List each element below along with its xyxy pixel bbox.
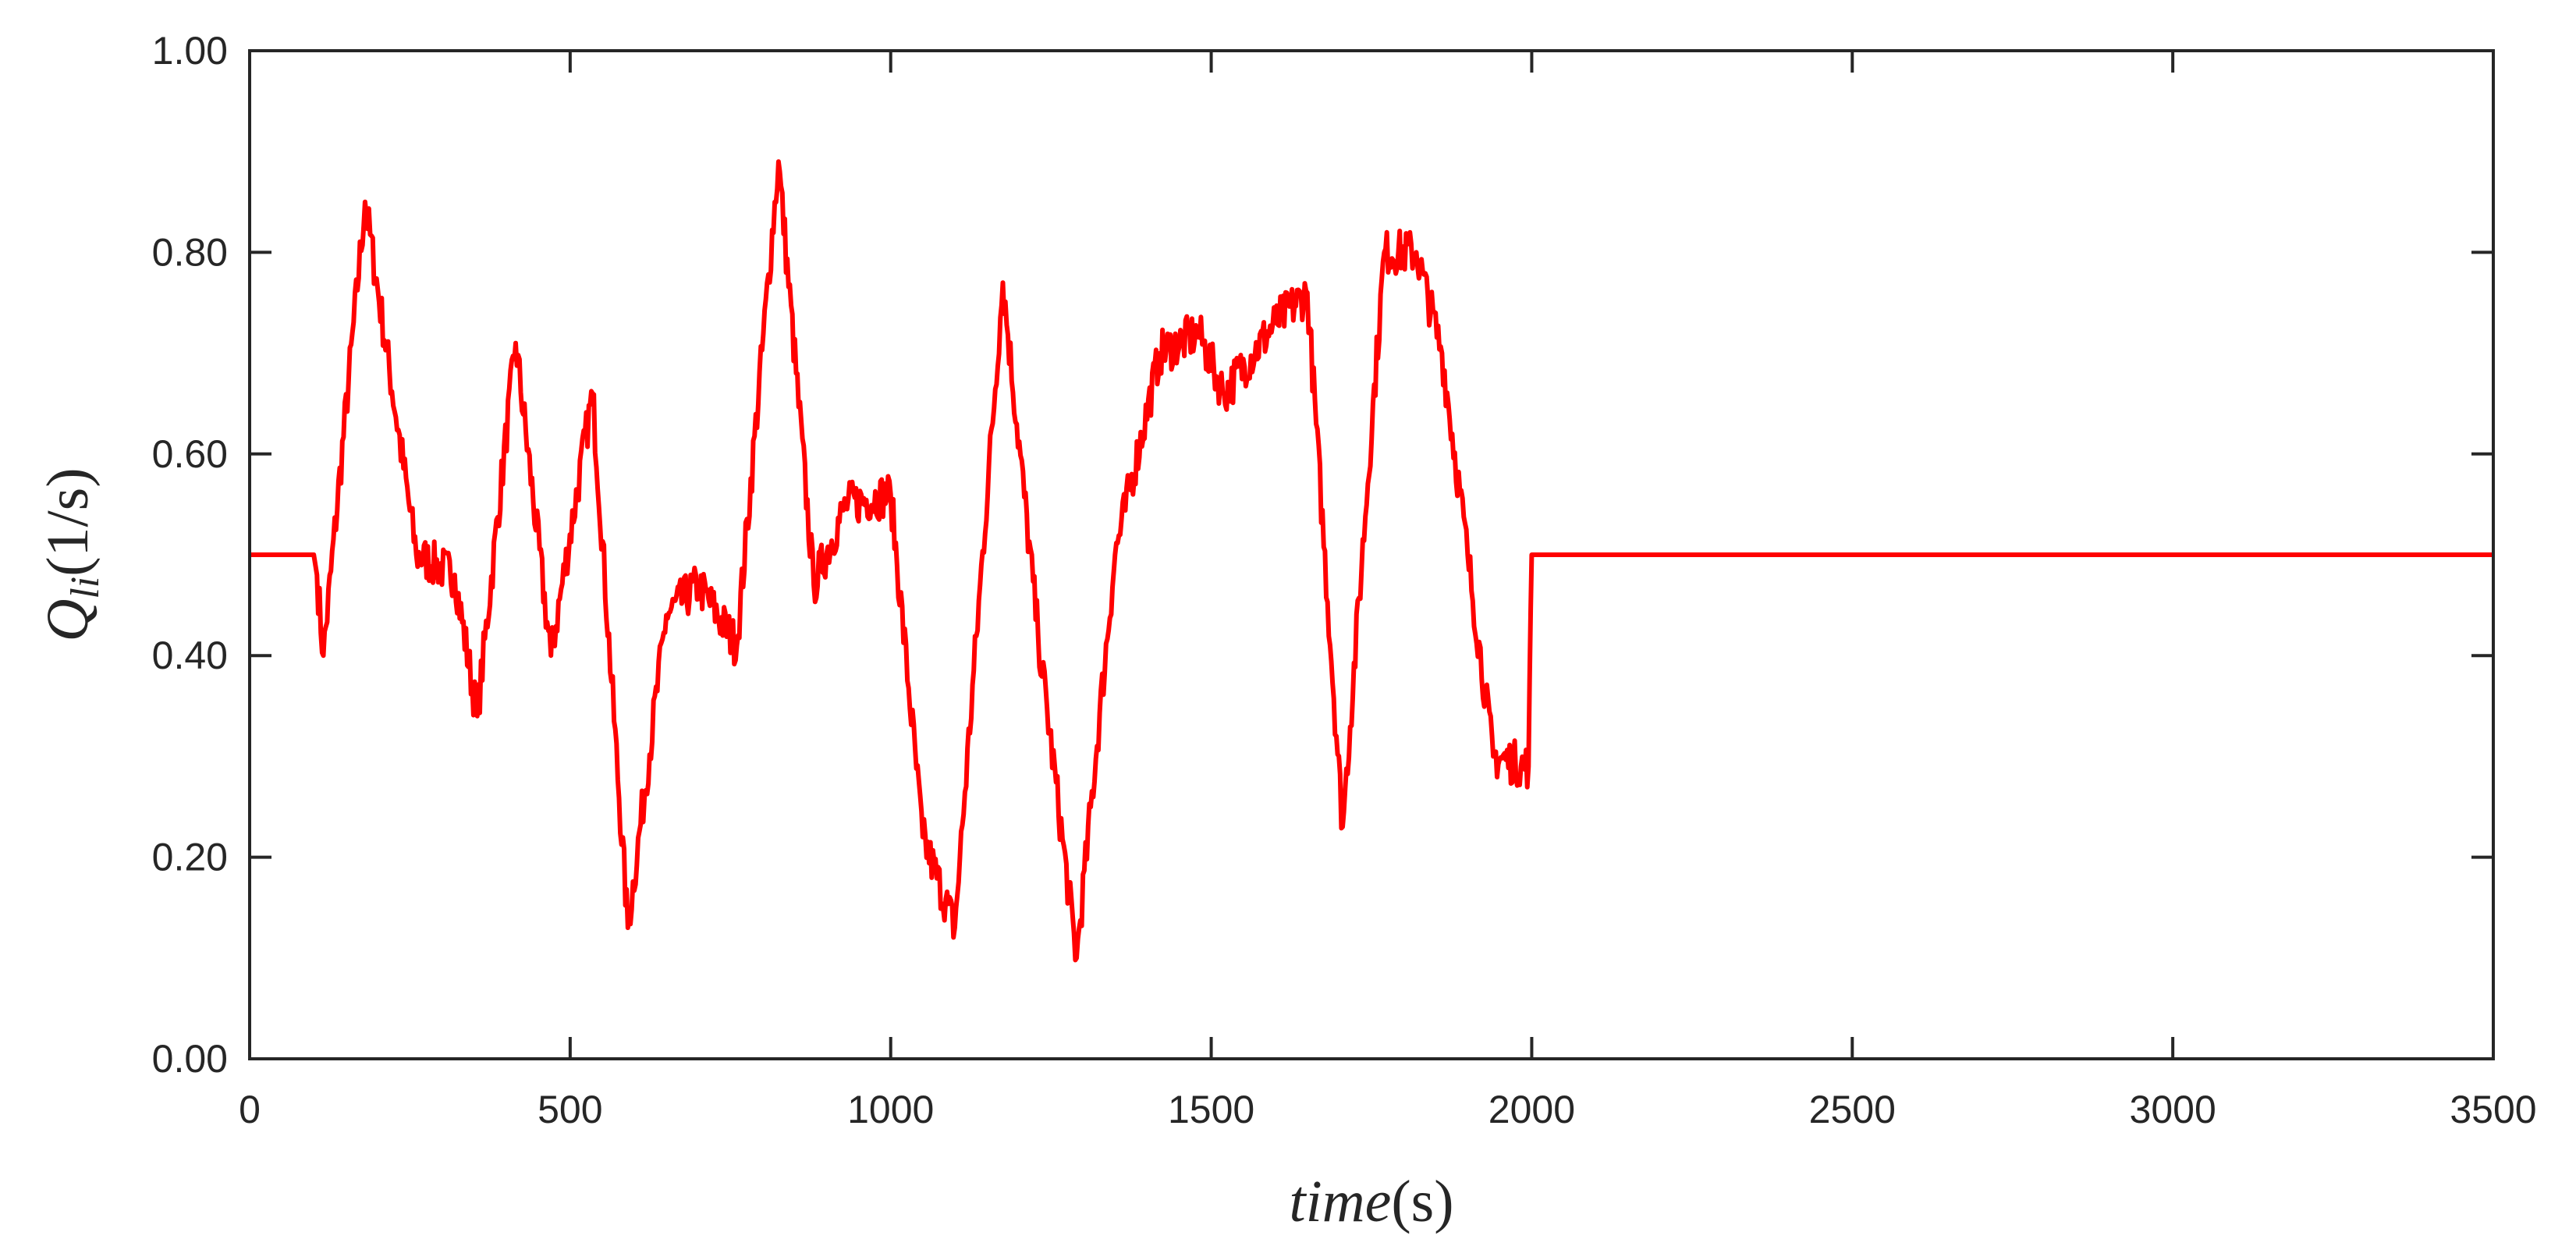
x-tick-label: 3500 — [2450, 1088, 2536, 1131]
x-tick-label: 2000 — [1488, 1088, 1575, 1131]
x-axis-label-var: time — [1289, 1169, 1391, 1234]
axis-ticks: 0 500 1000 1500 2000 2500 3000 3500 0.00 0.20 0.40… — [152, 29, 2537, 1131]
x-axis-label-unit: (s) — [1391, 1169, 1453, 1234]
y-axis-label-sub: li — [63, 577, 108, 599]
x-tick-label: 3000 — [2130, 1088, 2216, 1131]
series-line — [250, 159, 2493, 963]
x-axis-label: time(s) — [1289, 1169, 1453, 1234]
y-axis-label: Qli(1/s) — [35, 467, 108, 641]
y-tick-label: 0.80 — [152, 230, 228, 274]
y-tick-label: 0.60 — [152, 432, 228, 476]
y-tick-label: 0.20 — [152, 836, 228, 879]
y-tick-label: 0.40 — [152, 634, 228, 677]
series-layer — [250, 159, 2493, 963]
x-tick-label: 0 — [239, 1088, 261, 1131]
plot-frame — [248, 49, 2495, 1060]
y-axis-label-unit: (1/s) — [35, 467, 101, 576]
x-tick-label: 1000 — [847, 1088, 934, 1131]
y-tick-label: 0.00 — [152, 1037, 228, 1081]
y-tick-label: 1.00 — [152, 29, 228, 73]
y-axis-label-var: Q — [35, 599, 101, 642]
x-tick-label: 500 — [538, 1088, 602, 1131]
x-tick-label: 1500 — [1168, 1088, 1254, 1131]
x-tick-label: 2500 — [1809, 1088, 1896, 1131]
